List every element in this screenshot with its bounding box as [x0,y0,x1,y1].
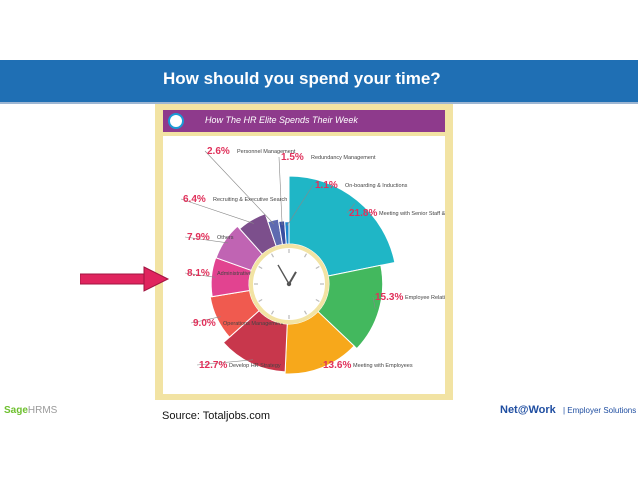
leader-line [278,156,283,226]
category-label: Develop HR Strategy [229,363,281,369]
category-label: Operations Management [223,321,284,327]
clock-tick [270,310,275,315]
leader-line [196,359,254,366]
leader-line [184,236,229,244]
source-note: Source: Totaljobs.com [162,410,271,422]
clock-tick [303,310,308,315]
category-label: Administrative Work [217,271,266,277]
clock-tick [315,265,320,270]
chart-area: 21.8%Meeting with Senior Staff & Busines… [163,136,445,394]
value-label: 15.3% [375,292,403,303]
leader-line [372,296,376,309]
clock-pivot [286,281,292,287]
clock-tick [258,298,263,303]
value-label: 6.4% [183,194,206,205]
category-label: Meeting with Employees [353,363,413,369]
leader-line [346,203,356,214]
category-label: On-boarding & Inductions [345,183,408,189]
hrms-product: HRMS [27,405,58,416]
value-label: 2.6% [207,146,230,157]
sage-hrms-logo: SageHRMS [4,405,57,416]
clock-tick [315,298,320,303]
category-label: Recruiting & Executive Search [213,197,287,203]
category-label: Employee Relations & Engagement [405,295,445,301]
category-label: Personnel Management [237,149,296,155]
leader-line [184,272,216,278]
category-label: Others [217,235,234,241]
arrow-right-icon [80,266,170,292]
category-label: Meeting with Senior Staff & Business Par… [379,211,445,217]
category-label: Redundancy Management [311,155,376,161]
value-label: 1.1% [315,180,338,191]
employer-solutions-tagline: | Employer Solutions [563,406,637,415]
clock-tick [303,253,308,258]
value-label: 7.9% [187,232,210,243]
value-label: 21.8% [349,208,377,219]
infographic-panel: How The HR Elite Spends Their Week 21.8%… [155,104,453,400]
leader-line [190,316,221,324]
clock-tick [258,265,263,270]
infographic-heading: How The HR Elite Spends Their Week [205,115,358,125]
pie-chart: 21.8%Meeting with Senior Staff & Busines… [180,146,445,375]
sage-brand: Sage [4,405,28,416]
netatwork-logo: Net@Work | Employer Solutions [500,404,636,416]
value-label: 8.1% [187,268,210,279]
slide-title: How should you spend your time? [163,69,441,88]
netatwork-brand: Net@Work [500,404,556,416]
clock-tick [270,253,275,258]
totaljobs-logo-icon [168,113,184,129]
clock-minute-hand [277,264,290,285]
value-label: 9.0% [193,318,216,329]
leader-line [204,150,275,225]
clock-hour-hand [288,271,297,285]
infographic-header: How The HR Elite Spends Their Week [163,110,445,132]
value-label: 13.6% [323,360,351,371]
leader-line [286,184,314,226]
value-label: 1.5% [281,152,304,163]
value-label: 12.7% [199,360,227,371]
title-bar: How should you spend your time? [0,60,638,104]
leader-line [180,198,254,224]
